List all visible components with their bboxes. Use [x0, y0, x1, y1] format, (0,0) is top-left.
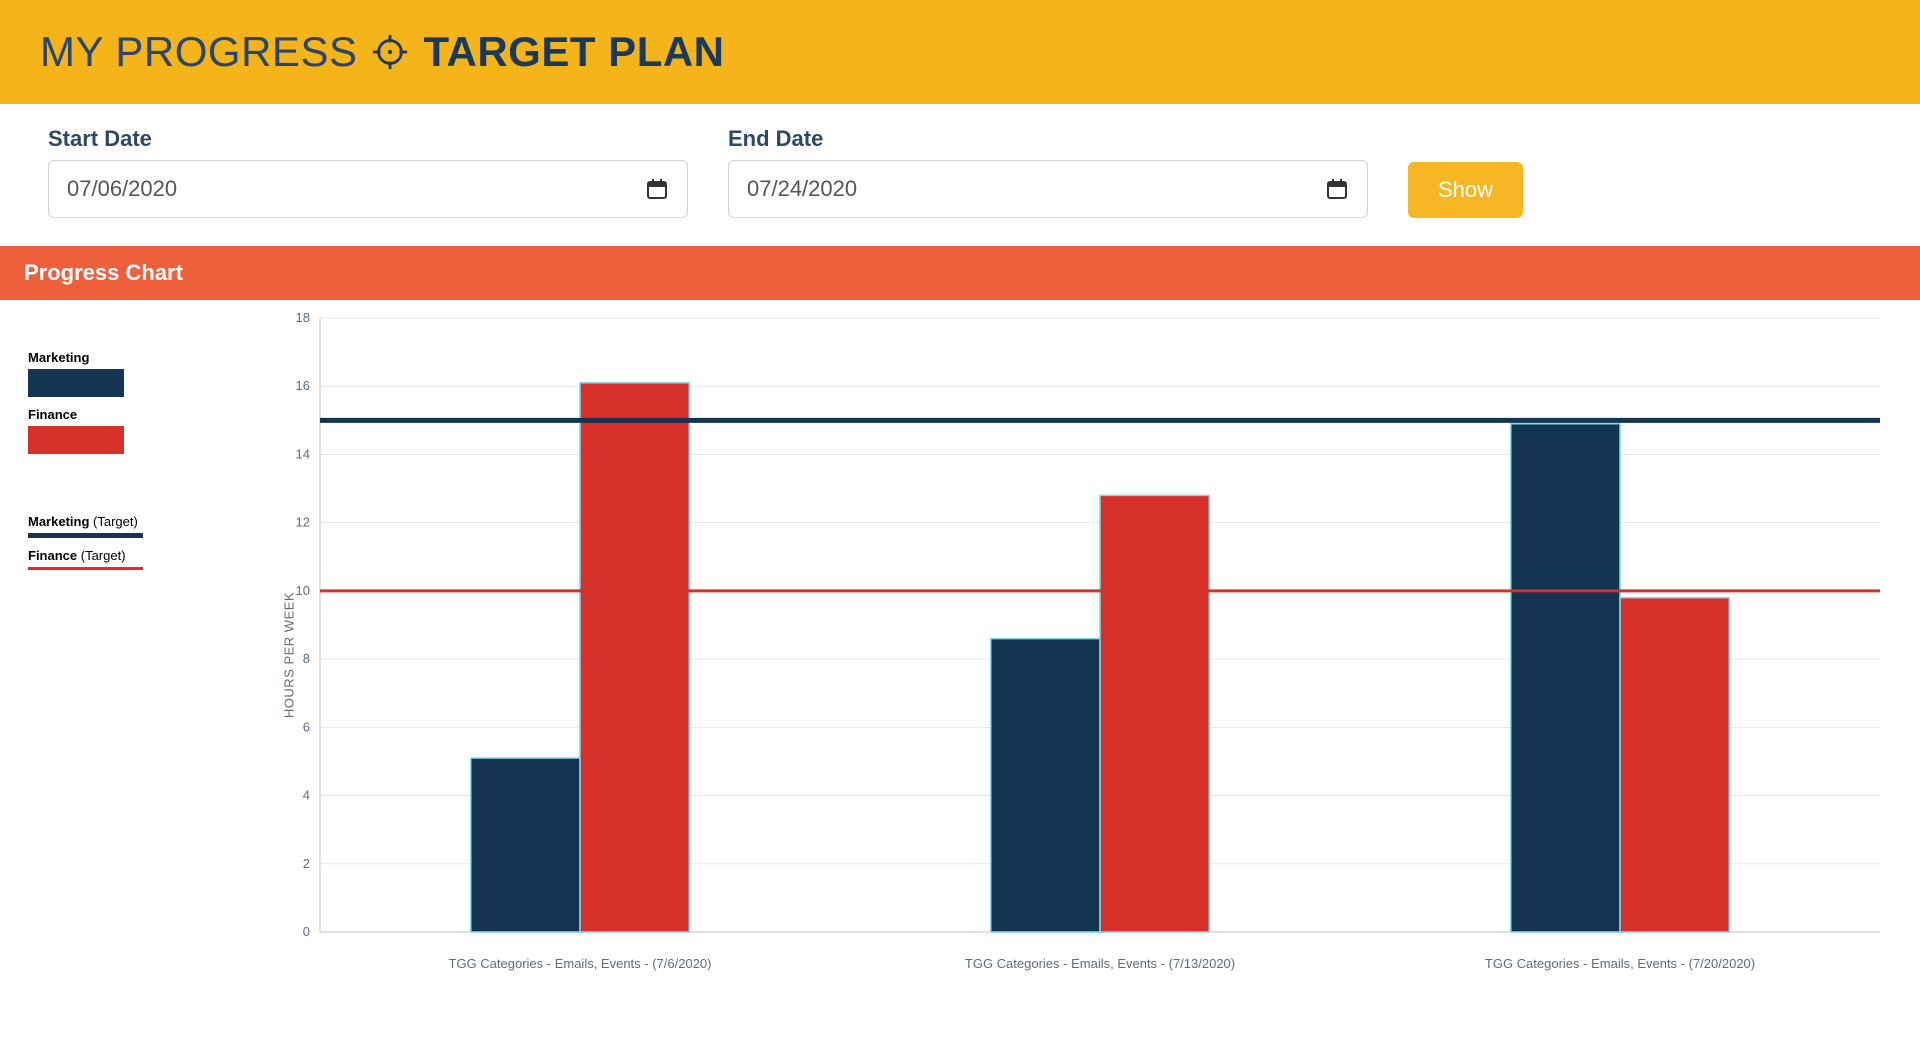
- title-right: TARGET PLAN: [423, 28, 724, 76]
- y-axis-label: HOURS PER WEEK: [282, 592, 297, 718]
- legend-targets: Marketing (Target) Finance (Target): [28, 514, 220, 570]
- start-date-group: Start Date 07/06/2020: [48, 126, 688, 218]
- page-title: MY PROGRESS TARGET PLAN: [40, 28, 725, 76]
- svg-text:4: 4: [303, 788, 310, 803]
- calendar-icon: [645, 177, 669, 201]
- svg-text:10: 10: [296, 583, 310, 598]
- svg-text:0: 0: [303, 924, 310, 939]
- legend-target-finance: Finance (Target): [28, 548, 220, 570]
- legend-target-marketing: Marketing (Target): [28, 514, 220, 538]
- legend-target-line: [28, 567, 143, 570]
- legend-target-label: Finance (Target): [28, 548, 220, 563]
- svg-text:2: 2: [303, 856, 310, 871]
- start-date-value: 07/06/2020: [67, 176, 177, 202]
- end-date-label: End Date: [728, 126, 1368, 152]
- legend-swatch: [28, 369, 124, 397]
- svg-text:6: 6: [303, 719, 310, 734]
- legend: Marketing Finance Marketing (Target) Fin…: [0, 300, 220, 1010]
- svg-text:16: 16: [296, 378, 310, 393]
- legend-item-marketing: Marketing: [28, 350, 220, 397]
- legend-target-line: [28, 533, 143, 538]
- header-bar: MY PROGRESS TARGET PLAN: [0, 0, 1920, 104]
- legend-label: Marketing: [28, 350, 220, 365]
- svg-text:14: 14: [296, 446, 310, 461]
- end-date-value: 07/24/2020: [747, 176, 857, 202]
- svg-text:8: 8: [303, 651, 310, 666]
- end-date-group: End Date 07/24/2020: [728, 126, 1368, 218]
- x-category-labels: TGG Categories - Emails, Events - (7/6/2…: [320, 950, 1880, 971]
- legend-label: Finance: [28, 407, 220, 422]
- svg-text:12: 12: [296, 515, 310, 530]
- legend-target-label: Marketing (Target): [28, 514, 220, 529]
- start-date-input[interactable]: 07/06/2020: [48, 160, 688, 218]
- plot-area: HOURS PER WEEK 0 2 4 6 8 10 12 14 16 18 TGG Categ…: [220, 300, 1920, 1010]
- show-button[interactable]: Show: [1408, 162, 1523, 218]
- progress-bar-chart: 0 2 4 6 8 10 12 14 16 18: [280, 310, 1890, 950]
- svg-text:18: 18: [296, 310, 310, 325]
- x-category-label: TGG Categories - Emails, Events - (7/13/…: [840, 956, 1360, 971]
- chart-zone: Marketing Finance Marketing (Target) Fin…: [0, 300, 1920, 1010]
- filter-row: Start Date 07/06/2020 End Date 07/24/202…: [0, 104, 1920, 246]
- start-date-label: Start Date: [48, 126, 688, 152]
- target-icon: [371, 33, 409, 71]
- x-category-label: TGG Categories - Emails, Events - (7/20/…: [1360, 956, 1880, 971]
- x-category-label: TGG Categories - Emails, Events - (7/6/2…: [320, 956, 840, 971]
- legend-item-finance: Finance: [28, 407, 220, 454]
- title-left: MY PROGRESS: [40, 28, 357, 76]
- calendar-icon: [1325, 177, 1349, 201]
- end-date-input[interactable]: 07/24/2020: [728, 160, 1368, 218]
- legend-swatch: [28, 426, 124, 454]
- chart-section-title: Progress Chart: [0, 246, 1920, 300]
